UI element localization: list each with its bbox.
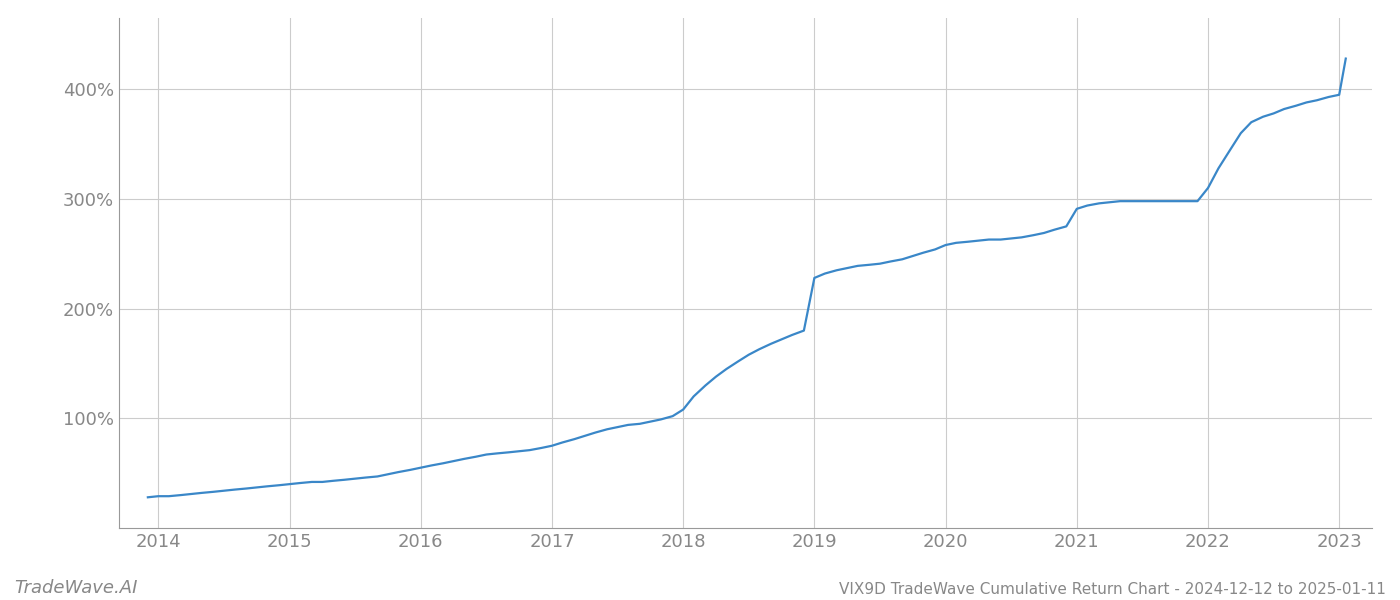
- Text: VIX9D TradeWave Cumulative Return Chart - 2024-12-12 to 2025-01-11: VIX9D TradeWave Cumulative Return Chart …: [839, 582, 1386, 597]
- Text: TradeWave.AI: TradeWave.AI: [14, 579, 137, 597]
